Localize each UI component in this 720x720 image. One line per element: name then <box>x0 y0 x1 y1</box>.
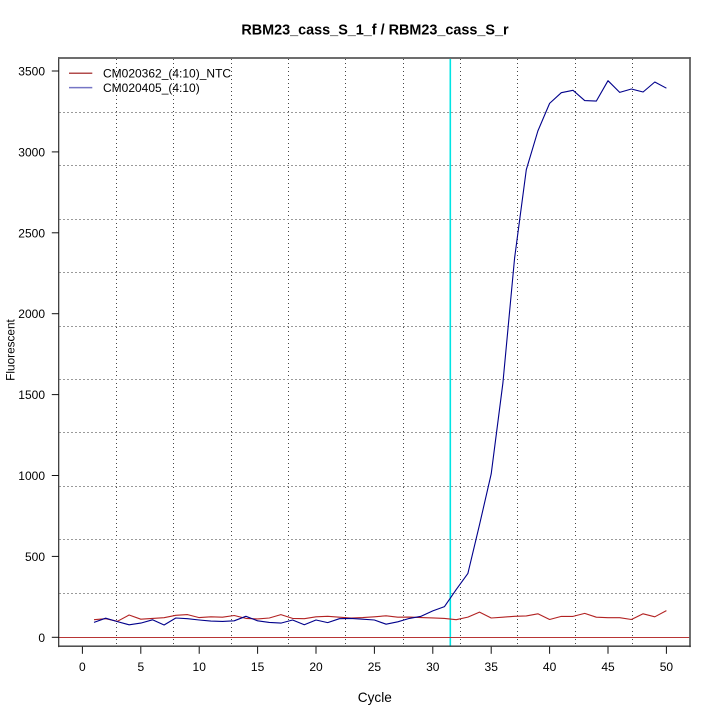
svg-text:3500: 3500 <box>18 65 45 79</box>
svg-text:1000: 1000 <box>18 469 45 483</box>
svg-text:CM020405_(4:10): CM020405_(4:10) <box>103 81 200 95</box>
svg-text:15: 15 <box>251 660 265 674</box>
svg-text:30: 30 <box>426 660 440 674</box>
svg-text:1500: 1500 <box>18 388 45 402</box>
svg-text:50: 50 <box>660 660 674 674</box>
svg-text:Cycle: Cycle <box>358 690 392 705</box>
svg-text:0: 0 <box>38 631 45 645</box>
svg-text:2000: 2000 <box>18 307 45 321</box>
svg-text:0: 0 <box>79 660 86 674</box>
svg-text:20: 20 <box>309 660 323 674</box>
svg-text:CM020362_(4:10)_NTC: CM020362_(4:10)_NTC <box>103 66 231 80</box>
svg-text:RBM23_cass_S_1_f / RBM23_cass_: RBM23_cass_S_1_f / RBM23_cass_S_r <box>241 23 509 39</box>
svg-text:10: 10 <box>193 660 207 674</box>
svg-text:500: 500 <box>25 550 45 564</box>
svg-text:3000: 3000 <box>18 145 45 159</box>
svg-text:2500: 2500 <box>18 226 45 240</box>
svg-text:40: 40 <box>543 660 557 674</box>
svg-text:5: 5 <box>137 660 144 674</box>
svg-text:Fluorescent: Fluorescent <box>4 318 18 380</box>
svg-text:45: 45 <box>601 660 615 674</box>
svg-text:35: 35 <box>485 660 499 674</box>
svg-text:25: 25 <box>368 660 382 674</box>
